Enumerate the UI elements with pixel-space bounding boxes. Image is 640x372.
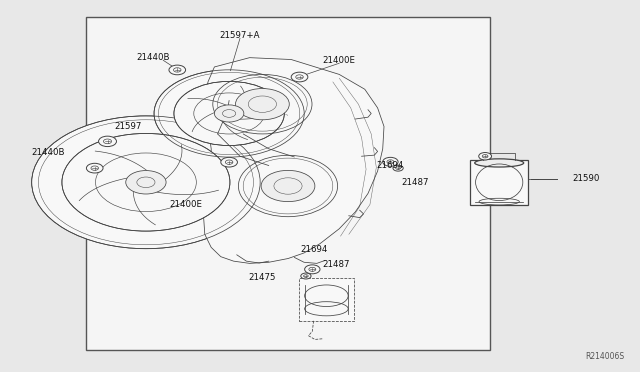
Text: 21400E: 21400E xyxy=(169,200,202,209)
Text: 21597: 21597 xyxy=(115,122,141,131)
Polygon shape xyxy=(204,58,384,263)
Text: 21440B: 21440B xyxy=(137,53,170,62)
Ellipse shape xyxy=(154,70,304,157)
Circle shape xyxy=(221,157,237,167)
Circle shape xyxy=(214,105,244,122)
Ellipse shape xyxy=(32,116,260,248)
Circle shape xyxy=(236,89,289,120)
Text: 21597+A: 21597+A xyxy=(220,31,260,40)
Circle shape xyxy=(86,163,103,173)
Text: 21475: 21475 xyxy=(249,273,276,282)
Circle shape xyxy=(305,265,320,274)
Text: 21694: 21694 xyxy=(377,161,404,170)
Text: 21440B: 21440B xyxy=(31,148,65,157)
Circle shape xyxy=(291,72,308,82)
Text: R214006S: R214006S xyxy=(585,352,624,361)
Circle shape xyxy=(169,65,186,75)
Circle shape xyxy=(383,157,398,166)
Circle shape xyxy=(99,136,116,147)
Bar xyxy=(300,278,354,321)
Circle shape xyxy=(261,170,315,202)
Ellipse shape xyxy=(475,159,524,167)
Circle shape xyxy=(126,170,166,194)
Circle shape xyxy=(393,165,403,171)
Circle shape xyxy=(301,273,311,279)
Circle shape xyxy=(479,153,492,160)
Text: 21694: 21694 xyxy=(300,245,327,254)
Text: 21590: 21590 xyxy=(573,174,600,183)
Text: 21400E: 21400E xyxy=(323,56,356,65)
Bar xyxy=(470,160,528,205)
Text: 21487: 21487 xyxy=(401,178,428,187)
Circle shape xyxy=(62,134,230,231)
Circle shape xyxy=(174,81,284,145)
Bar xyxy=(86,17,490,350)
Text: 21487: 21487 xyxy=(323,260,349,269)
